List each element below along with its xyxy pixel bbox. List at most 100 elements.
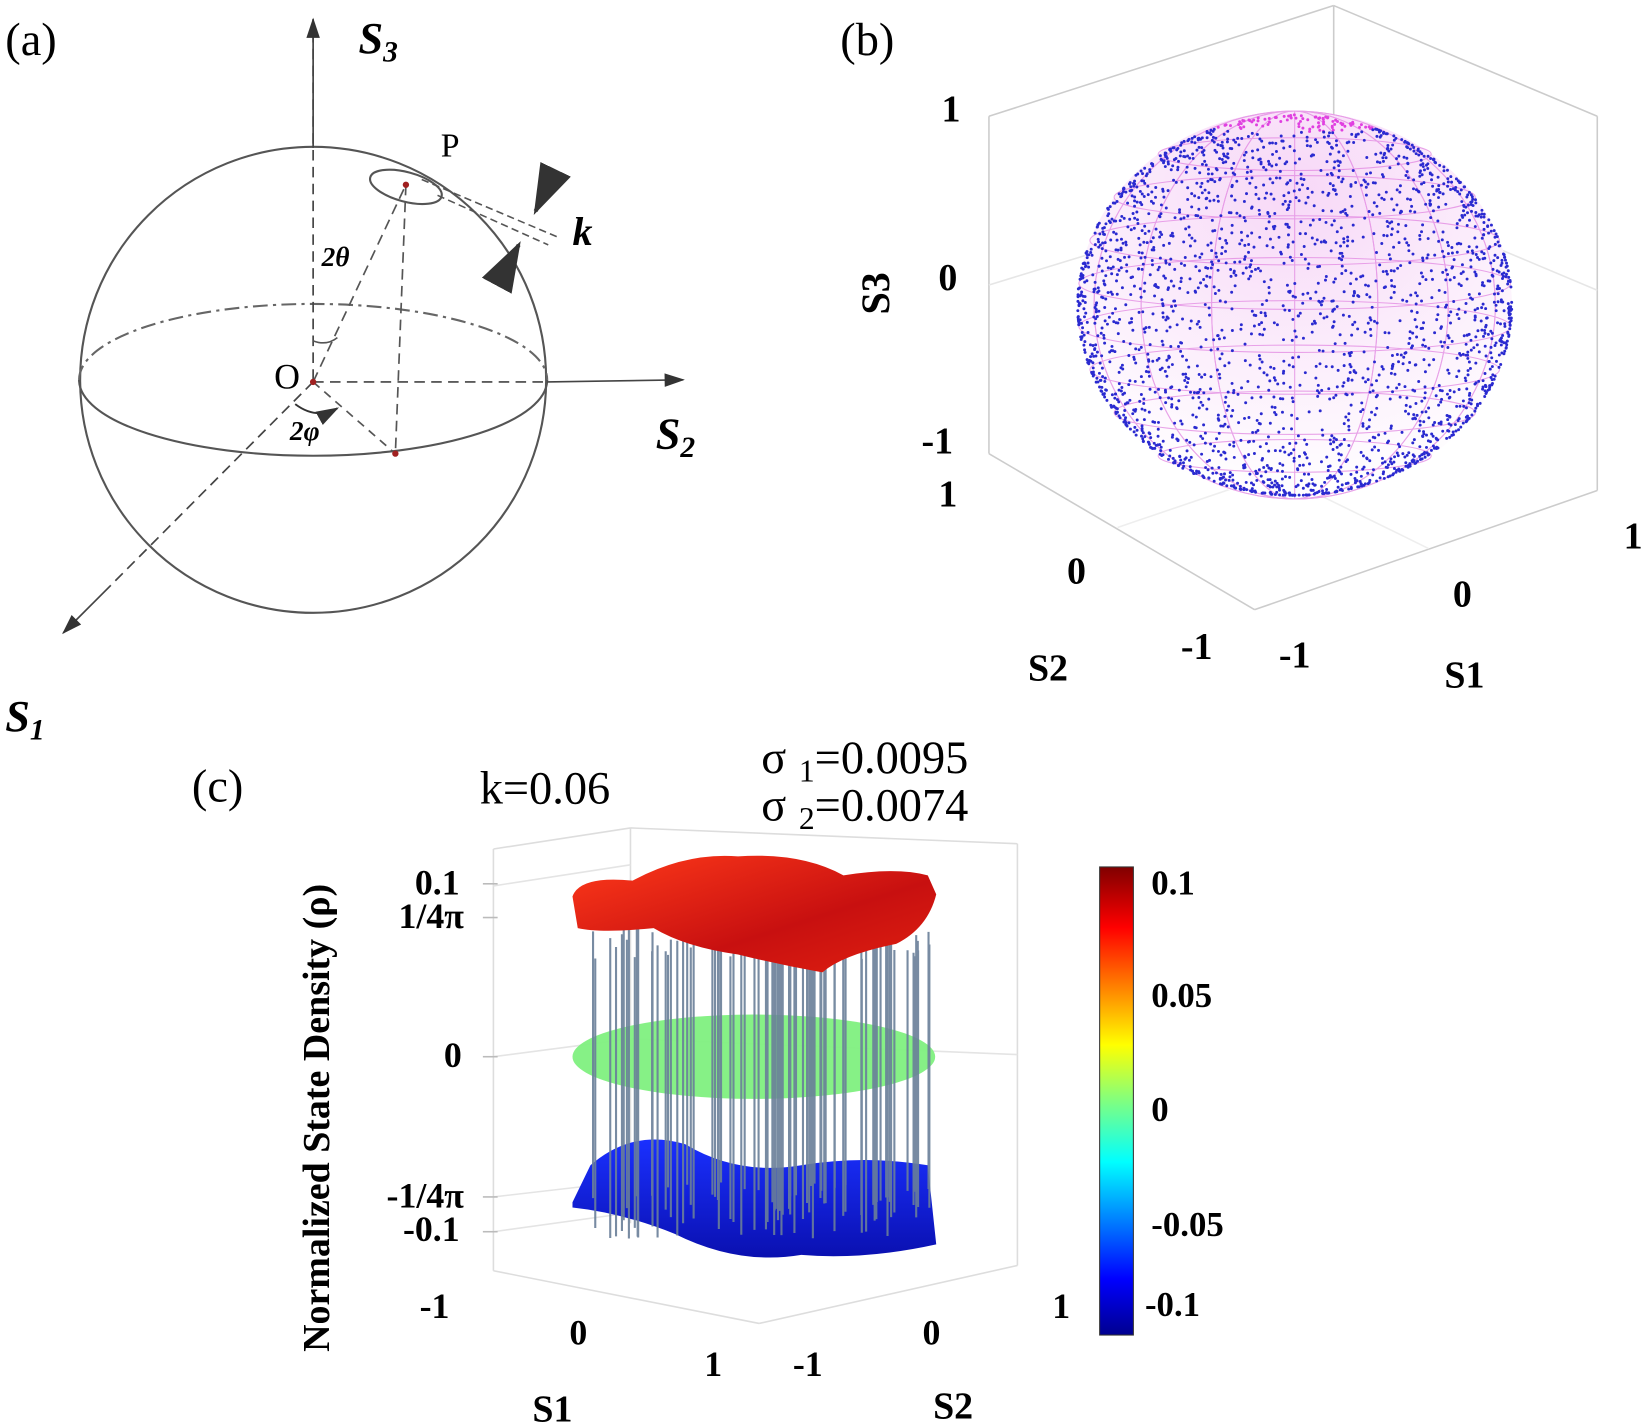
data-point — [1420, 230, 1424, 234]
data-point — [1446, 429, 1450, 433]
data-point — [1421, 256, 1425, 260]
data-point — [1297, 125, 1301, 129]
data-point — [1330, 299, 1334, 303]
data-point — [1262, 183, 1266, 187]
s1-axis — [62, 584, 112, 635]
data-point — [1453, 188, 1457, 192]
data-point — [1303, 257, 1307, 261]
data-point — [1201, 403, 1205, 407]
data-point — [1405, 170, 1409, 174]
data-point — [1258, 445, 1262, 449]
colorbar-tick: 0.1 — [1151, 863, 1194, 902]
data-point — [1272, 197, 1276, 201]
data-point — [1224, 249, 1228, 253]
data-point — [1432, 358, 1436, 362]
data-point — [1209, 128, 1213, 132]
data-point — [1193, 254, 1197, 258]
data-point — [1507, 307, 1511, 311]
data-point — [1278, 449, 1282, 453]
data-point — [1086, 331, 1090, 334]
data-point — [1398, 395, 1402, 399]
data-point — [1339, 244, 1343, 248]
data-point — [1460, 213, 1464, 217]
data-point — [1271, 152, 1275, 156]
data-point — [1483, 256, 1487, 260]
data-point — [1311, 125, 1315, 129]
data-point — [1082, 307, 1086, 311]
data-point — [1235, 211, 1239, 215]
data-point — [1274, 141, 1278, 145]
data-point — [1097, 240, 1101, 244]
data-point — [1413, 363, 1417, 367]
x-tick: 0 — [1453, 574, 1472, 616]
data-point — [1388, 166, 1392, 170]
data-point — [1455, 375, 1459, 379]
data-point — [1098, 232, 1102, 236]
data-point — [1347, 424, 1351, 428]
data-point — [1117, 192, 1121, 196]
data-point — [1423, 370, 1427, 374]
data-point — [1281, 445, 1285, 449]
data-point — [1222, 336, 1226, 340]
data-point — [1249, 332, 1253, 336]
data-point — [1341, 313, 1345, 317]
data-point — [1233, 284, 1237, 288]
data-point — [1466, 350, 1470, 354]
data-point — [1157, 356, 1161, 360]
data-point — [1223, 400, 1227, 404]
data-point — [1432, 446, 1436, 450]
data-point — [1268, 237, 1272, 241]
data-point — [1104, 297, 1108, 301]
data-point — [1225, 484, 1229, 488]
data-point — [1301, 301, 1305, 305]
data-point — [1082, 315, 1086, 319]
data-point — [1265, 373, 1269, 377]
data-point — [1347, 487, 1351, 491]
data-point — [1268, 120, 1271, 124]
data-point — [1105, 398, 1109, 402]
data-point — [1078, 286, 1081, 290]
data-point — [1408, 147, 1412, 151]
data-point — [1173, 216, 1177, 220]
data-point — [1470, 249, 1474, 253]
data-point — [1503, 255, 1507, 259]
data-point — [1472, 346, 1476, 350]
data-point — [1223, 422, 1227, 426]
data-point — [1348, 362, 1352, 366]
data-point — [1349, 271, 1353, 275]
data-point — [1506, 282, 1510, 286]
data-point — [1140, 407, 1144, 411]
data-point — [1286, 243, 1290, 247]
data-point — [1446, 177, 1450, 181]
data-point — [1417, 380, 1421, 383]
data-point — [1230, 166, 1234, 170]
data-point — [1483, 329, 1487, 332]
data-point — [1171, 234, 1175, 238]
data-point — [1328, 475, 1332, 479]
data-point — [1238, 260, 1242, 264]
data-point — [1321, 433, 1325, 437]
data-point — [1128, 427, 1132, 431]
data-point — [1392, 245, 1396, 249]
data-point — [1490, 331, 1494, 335]
data-point — [1393, 455, 1397, 459]
data-point — [1407, 243, 1411, 247]
data-point — [1457, 307, 1461, 311]
s2-axis — [547, 373, 685, 387]
data-point — [1230, 183, 1234, 187]
data-point — [1098, 361, 1102, 365]
data-point — [1373, 445, 1377, 449]
data-point — [1335, 445, 1339, 449]
data-point — [1110, 344, 1114, 348]
data-point — [1258, 422, 1262, 426]
data-point — [1434, 394, 1438, 398]
data-point — [1205, 284, 1209, 288]
data-point — [1504, 275, 1508, 279]
data-point — [1473, 236, 1477, 240]
data-point — [1180, 422, 1184, 426]
data-point — [1287, 363, 1291, 367]
data-point — [1306, 291, 1310, 295]
data-point — [1308, 127, 1312, 131]
sphere-surface — [1077, 110, 1512, 499]
data-point — [1432, 192, 1436, 196]
